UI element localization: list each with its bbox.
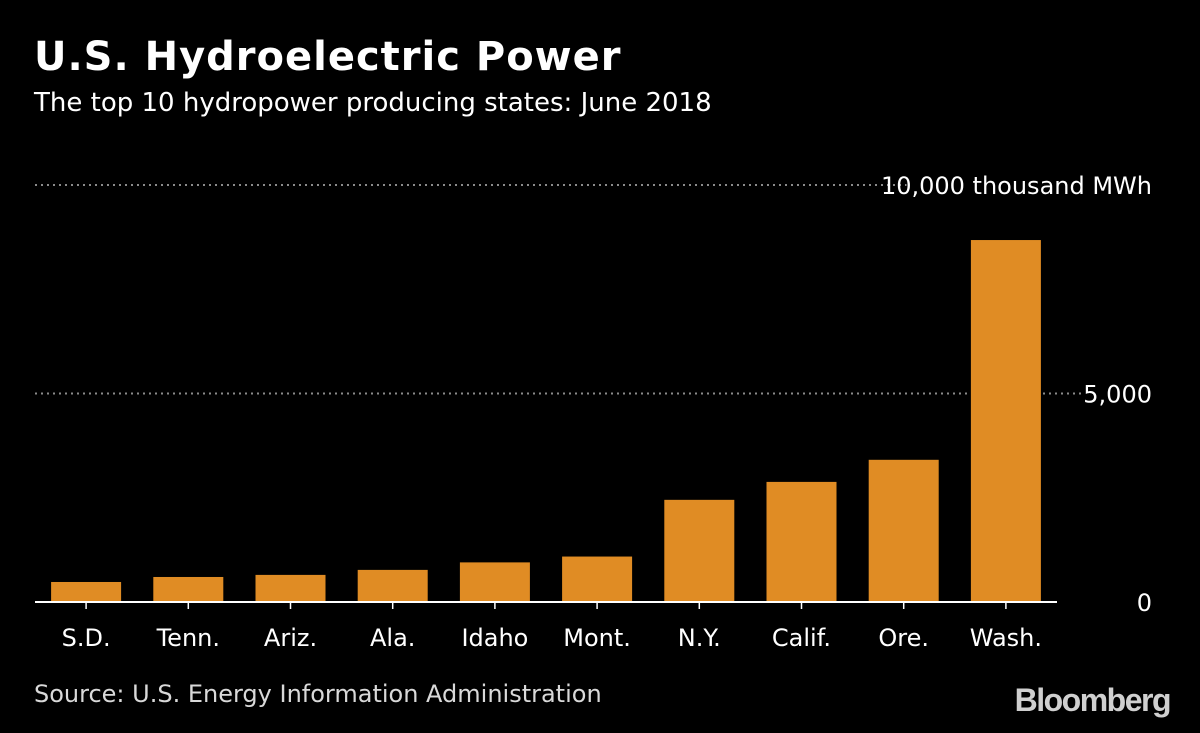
bloomberg-logo: Bloomberg bbox=[1014, 682, 1172, 718]
bar bbox=[255, 574, 326, 602]
bar bbox=[459, 562, 530, 602]
bar bbox=[562, 556, 633, 602]
x-tick-label: Calif. bbox=[772, 624, 831, 652]
x-tick-label: Ore. bbox=[878, 624, 929, 652]
x-tick-label: S.D. bbox=[62, 624, 111, 652]
y-tick-label: 0 bbox=[1137, 589, 1152, 617]
bar bbox=[51, 581, 122, 602]
x-tick-label: Tenn. bbox=[156, 624, 220, 652]
x-tick-label: Mont. bbox=[563, 624, 631, 652]
x-tick-label: Ala. bbox=[370, 624, 415, 652]
y-tick-label: 10,000 thousand MWh bbox=[881, 172, 1152, 200]
bar bbox=[970, 240, 1041, 602]
x-tick-label: Wash. bbox=[970, 624, 1042, 652]
x-tick-label: Idaho bbox=[461, 624, 528, 652]
chart-title: U.S. Hydroelectric Power bbox=[34, 34, 622, 80]
chart-subtitle: The top 10 hydropower producing states: … bbox=[34, 88, 712, 118]
bar bbox=[868, 459, 939, 602]
x-tick-label: Ariz. bbox=[264, 624, 317, 652]
bar bbox=[766, 481, 837, 602]
source-note: Source: U.S. Energy Information Administ… bbox=[34, 680, 602, 708]
bar bbox=[664, 499, 735, 602]
bar bbox=[357, 569, 428, 602]
bar bbox=[153, 576, 224, 602]
x-tick-label: N.Y. bbox=[678, 624, 721, 652]
y-tick-label: 5,000 bbox=[1083, 381, 1152, 409]
